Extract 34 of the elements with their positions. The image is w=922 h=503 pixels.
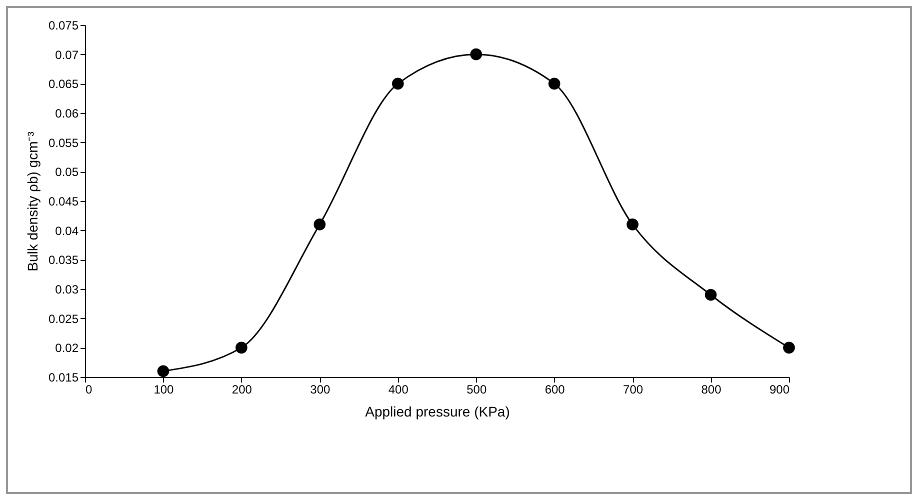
- y-tick-label: 0.015: [48, 370, 79, 384]
- point: [548, 78, 560, 90]
- y-tick-label: 0.025: [48, 312, 79, 326]
- point: [314, 218, 326, 230]
- y-tick-label: 0.055: [48, 136, 79, 150]
- point: [470, 48, 482, 60]
- y-tick-label: 0.045: [48, 194, 79, 208]
- x-tick-label: 800: [701, 382, 722, 396]
- point: [626, 218, 638, 230]
- x-tick-label: 300: [310, 382, 330, 396]
- y-tick-label: 0.07: [55, 48, 79, 62]
- point: [392, 78, 404, 90]
- point: [157, 365, 170, 378]
- x-tick-label: 900: [769, 382, 790, 396]
- x-axis-title: Applied pressure (KPa): [365, 404, 510, 420]
- x-tick-label: 100: [154, 382, 174, 396]
- y-tick-label: 0.06: [55, 106, 79, 120]
- x-tick-label: 600: [544, 382, 566, 396]
- point: [783, 342, 795, 354]
- point: [236, 342, 248, 354]
- y-tick-label: 0.04: [55, 224, 79, 238]
- y-tick-label: 0.05: [55, 165, 79, 180]
- y-tick-label: 0.035: [48, 253, 79, 268]
- y-axis-title: Bulk density ρb) gcm⁻³: [24, 131, 40, 272]
- x-tick-label: 200: [232, 382, 252, 396]
- point: [704, 288, 717, 301]
- x-tick-label: 0: [86, 382, 92, 396]
- y-tick-label: 0.03: [55, 282, 79, 296]
- x-tick-label: 400: [388, 382, 409, 396]
- y-tick-label: 0.075: [48, 18, 79, 32]
- x-tick-label: 500: [466, 382, 487, 396]
- x-tick-label: 700: [623, 382, 644, 396]
- y-tick-label: 0.065: [48, 77, 79, 92]
- y-tick-label: 0.02: [55, 341, 79, 356]
